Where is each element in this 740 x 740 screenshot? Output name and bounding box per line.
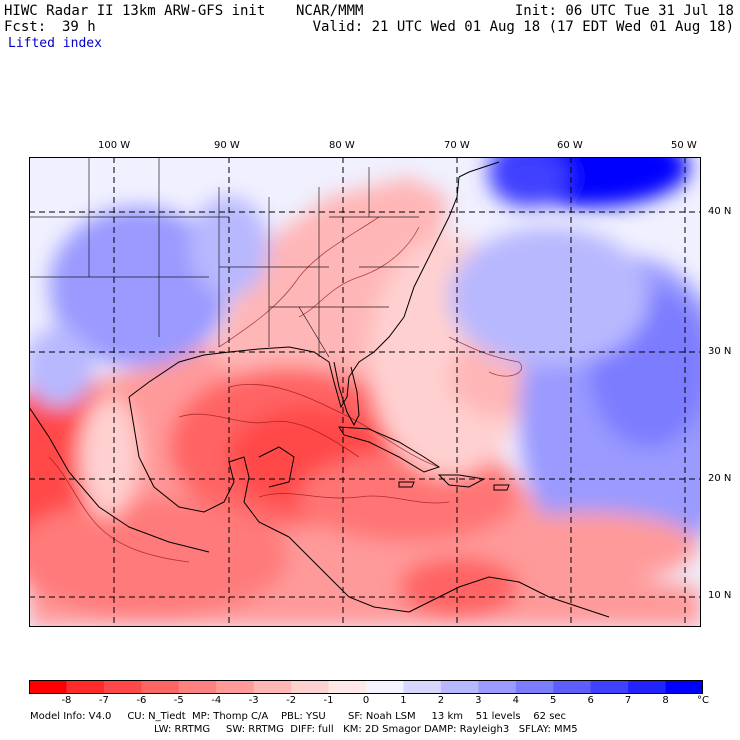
valid-time: Valid: 21 UTC Wed 01 Aug 18 (17 EDT Wed …: [312, 19, 734, 35]
colorbar-tick-label: -6: [136, 695, 147, 706]
coastlines: [29, 161, 610, 618]
colorbar-swatch: [403, 680, 442, 694]
forecast-hour: 39 h: [62, 19, 96, 35]
colorbar-swatch: [553, 680, 592, 694]
colorbar-tick-label: -4: [211, 695, 222, 706]
colorbar-tick-label: -8: [61, 695, 72, 706]
colorbar-tick-label: 4: [512, 695, 519, 706]
lon-label-90w: 90 W: [214, 140, 240, 151]
lat-label-40n: 40 N: [708, 206, 732, 217]
colorbar-swatch: [66, 680, 105, 694]
colorbar-swatch: [628, 680, 667, 694]
lat-label-10n: 10 N: [708, 590, 732, 601]
contour-lines: [48, 216, 522, 563]
lon-label-80w: 80 W: [329, 140, 355, 151]
colorbar-swatch: [29, 680, 67, 694]
forecast-label: Fcst:: [4, 19, 47, 35]
colorbar-tick-label: -5: [173, 695, 184, 706]
colorbar-swatch: [103, 680, 142, 694]
colorbar-tick-label: 1: [400, 695, 407, 706]
center-name: NCAR/MMM: [296, 3, 364, 19]
colorbar-tick-label: -1: [323, 695, 334, 706]
colorbar-unit: °C: [697, 695, 709, 706]
colorbar-tick-label: 2: [437, 695, 445, 706]
colorbar-tick-label: 0: [362, 695, 370, 706]
colorbar-swatch: [478, 680, 517, 694]
colorbar-tick-label: 5: [550, 695, 557, 706]
colorbar-swatch: [178, 680, 217, 694]
colorbar-swatch: [665, 680, 703, 694]
colorbar-tick-label: 6: [587, 695, 594, 706]
colorbar-tick-label: 7: [624, 695, 632, 706]
field-name: Lifted index: [8, 36, 102, 51]
colorbar-frame: [29, 680, 703, 694]
colorbar-swatch: [216, 680, 255, 694]
colorbar-swatch: [440, 680, 479, 694]
lon-label-70w: 70 W: [444, 140, 470, 151]
colorbar-swatch: [291, 680, 330, 694]
lat-label-30n: 30 N: [708, 346, 732, 357]
lon-label-100w: 100 W: [98, 140, 131, 151]
colorbar: [29, 680, 703, 694]
colorbar-swatch: [515, 680, 554, 694]
lon-label-50w: 50 W: [671, 140, 697, 151]
colorbar-tick-label: -3: [248, 695, 259, 706]
colorbar-swatch: [328, 680, 367, 694]
map-frame: [29, 157, 701, 627]
model-title: HIWC Radar II 13km ARW-GFS init: [4, 3, 266, 19]
latlon-grid: [29, 157, 701, 627]
colorbar-swatch: [253, 680, 292, 694]
colorbar-swatch: [141, 680, 180, 694]
colorbar-tick-label: 3: [475, 695, 482, 706]
model-info-line2: LW: RRTMG SW: RRTMG DIFF: full KM: 2D Sm…: [154, 724, 578, 735]
colorbar-swatch: [590, 680, 629, 694]
init-time: Init: 06 UTC Tue 31 Jul 18: [514, 3, 734, 19]
model-info-line1: Model Info: V4.0 CU: N_Tiedt MP: Thomp C…: [30, 711, 567, 722]
colorbar-tick-label: -7: [98, 695, 109, 706]
lifted-index-map: [29, 157, 701, 627]
lat-label-20n: 20 N: [708, 473, 732, 484]
colorbar-swatch: [366, 680, 404, 694]
state-borders: [29, 157, 419, 358]
lon-label-60w: 60 W: [557, 140, 583, 151]
colorbar-tick-label: -2: [286, 695, 297, 706]
colorbar-tick-label: 8: [662, 695, 669, 706]
